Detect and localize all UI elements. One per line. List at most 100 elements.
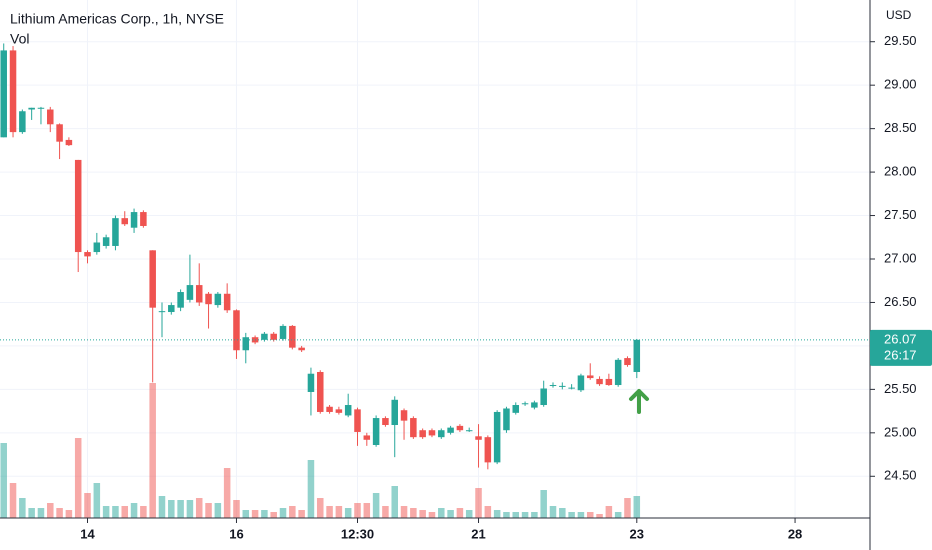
x-tick-label: 16 (229, 526, 243, 541)
volume-bar (214, 503, 222, 518)
candle-body (549, 385, 557, 387)
candle-body (596, 378, 603, 385)
volume-bar (233, 500, 240, 518)
candle-body (521, 403, 529, 405)
candle-body (214, 293, 222, 306)
y-tick-label: 24.50 (884, 468, 917, 483)
volume-bar (149, 383, 156, 518)
volume-bar (316, 498, 324, 518)
volume-bar (633, 496, 641, 518)
y-tick-label: 29.00 (884, 77, 917, 92)
candle-body (84, 252, 91, 257)
candle-body (624, 358, 631, 366)
candle-body (391, 399, 398, 426)
volume-bar (447, 510, 454, 518)
volume-bar (195, 498, 203, 518)
y-tick-label: 26.50 (884, 294, 917, 309)
volume-bar (344, 508, 352, 518)
candle-body (410, 418, 417, 438)
candle-body (279, 325, 287, 339)
candle-body (465, 430, 473, 432)
volume-bar (186, 500, 194, 518)
candle-body (205, 293, 212, 305)
candle-body (428, 430, 436, 436)
volume-bar (419, 510, 426, 518)
candle-body (270, 333, 277, 340)
candle-body (354, 409, 361, 432)
volume-bar (158, 496, 166, 518)
volume-bar (93, 483, 101, 518)
volume-bar (521, 512, 529, 518)
volume-bar (586, 512, 594, 518)
volume-bar (168, 500, 175, 518)
volume-bar (438, 508, 445, 518)
volume-bar (410, 508, 417, 518)
volume-bar (382, 506, 389, 518)
candle-body (233, 310, 240, 351)
candle-body (456, 425, 464, 431)
arrow-annotation (629, 389, 649, 414)
y-tick-label: 28.00 (884, 164, 917, 179)
candle-body (438, 430, 445, 438)
volume-bar (484, 506, 492, 518)
candle-body (568, 387, 575, 389)
candle-body (503, 408, 510, 431)
volume-bar (47, 503, 54, 518)
volume-bar (568, 512, 575, 518)
candle-body (512, 405, 520, 413)
candle-body (223, 293, 231, 311)
volume-bar (400, 506, 408, 518)
candle-body (168, 305, 175, 313)
candle-body (102, 237, 110, 246)
volume-bar (372, 493, 380, 518)
candle-body (112, 218, 119, 246)
candle-body (74, 159, 82, 253)
volume-bar (177, 500, 184, 518)
volume-bar (540, 490, 547, 518)
y-tick-label: 28.50 (884, 120, 917, 135)
candle-body (140, 212, 147, 226)
candle-body (37, 107, 45, 109)
candle-body (149, 250, 156, 308)
candle-body (242, 337, 250, 351)
volume-bar (56, 508, 63, 518)
candle-body (382, 418, 389, 426)
volume-bar (503, 512, 510, 518)
candle-body (400, 410, 408, 421)
candle-body (19, 111, 26, 133)
candle-body (261, 333, 268, 340)
volume-bar (475, 488, 482, 518)
candle-body (289, 325, 296, 348)
candle-body (158, 311, 166, 313)
candle-body (531, 402, 538, 408)
volume-bar (65, 510, 73, 518)
y-tick-label: 25.50 (884, 381, 917, 396)
candle-body (577, 375, 585, 391)
volume-bar (512, 512, 520, 518)
volume-bar (84, 493, 91, 518)
candle-body (298, 347, 305, 351)
candle-body (186, 285, 194, 300)
candle-body (130, 212, 138, 228)
x-tick-label: 28 (788, 526, 802, 541)
candle-body (493, 411, 501, 463)
candle-body (28, 107, 35, 110)
volume-bar (549, 506, 557, 518)
candle-body (484, 437, 492, 463)
volume-bar (102, 506, 110, 518)
y-tick-label: 27.00 (884, 250, 917, 265)
x-tick-label: 23 (630, 526, 644, 541)
last-price-box (870, 329, 932, 366)
candle-body (93, 242, 101, 253)
volume-bar (428, 512, 436, 518)
candle-body (344, 405, 352, 416)
candle-body (419, 430, 426, 438)
y-tick-label: 27.50 (884, 207, 917, 222)
volume-bar (335, 506, 343, 518)
countdown-label: 26:17 (884, 347, 917, 362)
candle-body (307, 373, 315, 392)
candle-body (540, 388, 547, 406)
volume-bar (465, 510, 473, 518)
